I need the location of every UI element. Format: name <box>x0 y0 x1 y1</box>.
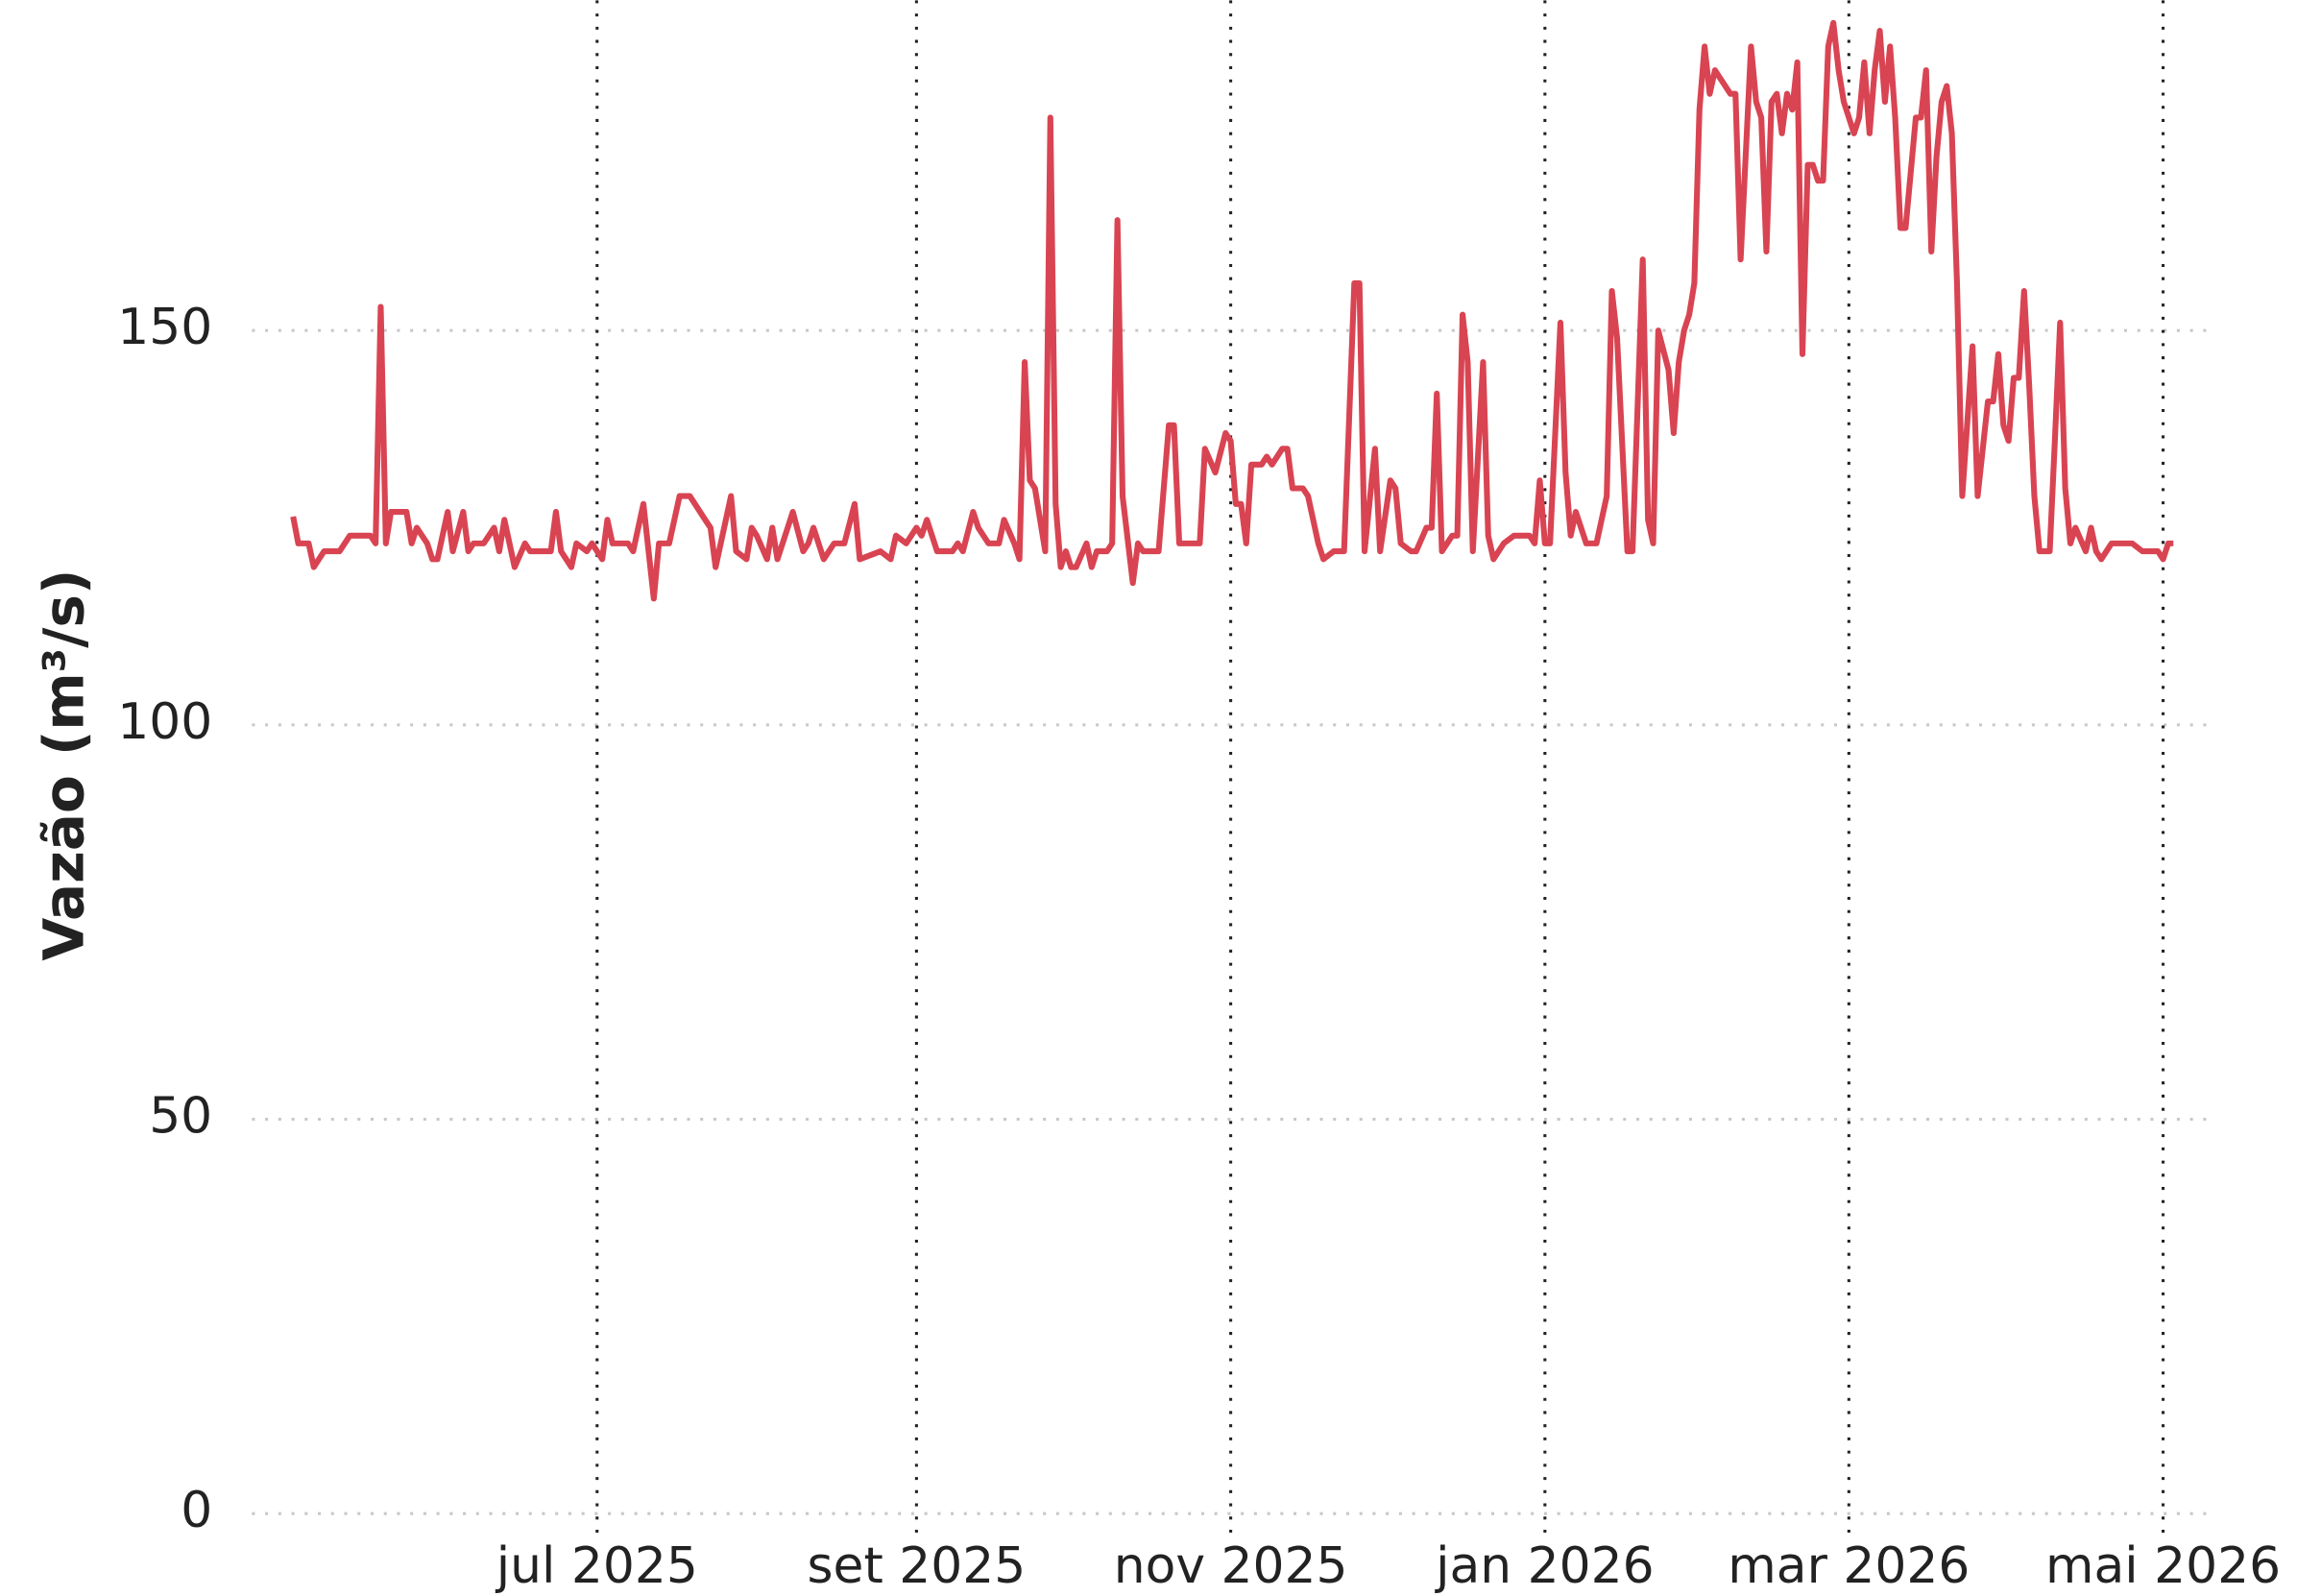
y-tick-label: 50 <box>149 1088 212 1146</box>
x-tick-label: set 2025 <box>808 1537 1027 1595</box>
x-tick-label: jul 2025 <box>496 1537 698 1595</box>
y-tick-label: 150 <box>117 299 212 356</box>
x-tick-label: nov 2025 <box>1114 1537 1348 1595</box>
x-tick-label: jan 2026 <box>1435 1537 1655 1595</box>
data-line <box>290 19 2174 602</box>
y-tick-label: 0 <box>181 1482 212 1539</box>
x-tick-label: mai 2026 <box>2045 1537 2281 1595</box>
y-axis-label: Vazão (m³/s) <box>31 569 96 961</box>
y-tick-label: 100 <box>117 693 212 751</box>
x-tick-label: mar 2026 <box>1728 1537 1970 1595</box>
